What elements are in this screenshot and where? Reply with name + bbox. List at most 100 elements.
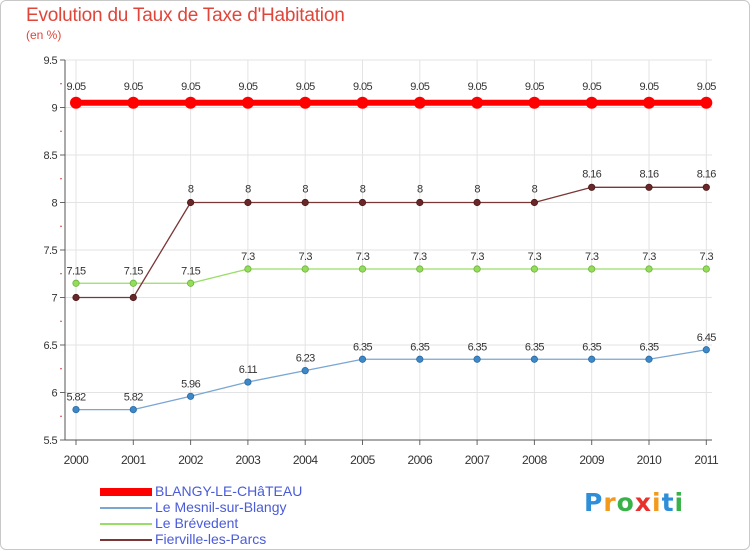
y-tick-label: 7 xyxy=(51,293,57,305)
data-label: 7.15 xyxy=(181,265,200,277)
data-point xyxy=(416,265,424,273)
data-point xyxy=(588,355,596,363)
x-tick-label: 2004 xyxy=(293,453,319,467)
data-label: 9.05 xyxy=(697,81,716,93)
y-tick-label: 5.5 xyxy=(44,435,58,447)
data-label: 5.82 xyxy=(124,392,143,404)
y-tick-label: 6 xyxy=(51,388,57,400)
x-tick-label: 2000 xyxy=(64,453,90,467)
logo-letter: r xyxy=(603,488,617,517)
data-point xyxy=(702,183,710,191)
data-label: 9.05 xyxy=(353,81,372,93)
data-label: 8 xyxy=(302,184,308,196)
data-label: 6.11 xyxy=(239,364,258,376)
data-label: 8 xyxy=(188,184,194,196)
data-label: 7.3 xyxy=(585,251,599,263)
y-tick-label: 9 xyxy=(51,103,57,115)
data-point xyxy=(72,279,80,287)
data-point xyxy=(72,405,80,414)
x-tick-label: 2002 xyxy=(178,453,204,467)
data-label: 7.3 xyxy=(700,251,714,263)
x-tick-label: 2010 xyxy=(637,453,663,467)
data-point xyxy=(416,198,424,207)
data-label: 9.05 xyxy=(181,81,200,93)
data-label: 6.35 xyxy=(525,341,544,353)
data-point xyxy=(187,198,195,207)
legend-swatch xyxy=(100,488,152,496)
x-tick-label: 2007 xyxy=(465,453,491,467)
data-label: 8 xyxy=(245,184,251,196)
data-label: 9.05 xyxy=(639,81,658,93)
data-label: 9.05 xyxy=(582,81,601,93)
logo-letter: P xyxy=(584,488,604,517)
data-point xyxy=(70,96,82,109)
data-point xyxy=(244,378,252,386)
data-point xyxy=(530,265,539,273)
data-point xyxy=(645,183,653,191)
data-point xyxy=(356,96,369,109)
data-point xyxy=(184,96,197,109)
data-label: 9.05 xyxy=(525,81,544,93)
data-label: 6.35 xyxy=(410,341,429,353)
x-tick-label: 2003 xyxy=(236,453,262,467)
data-point xyxy=(530,198,539,207)
data-point xyxy=(702,346,710,354)
data-label: 9.05 xyxy=(238,81,257,93)
logo-letter: i xyxy=(652,488,662,517)
y-tick-label: 8.5 xyxy=(44,150,58,162)
series-line-2 xyxy=(75,268,707,284)
data-label: 5.82 xyxy=(66,392,85,404)
data-label: 7.3 xyxy=(241,251,255,263)
data-label: 6.35 xyxy=(353,341,372,353)
data-point xyxy=(471,96,484,109)
data-point xyxy=(645,265,653,273)
legend-swatch xyxy=(100,523,152,525)
data-point xyxy=(241,96,254,109)
data-label: 8 xyxy=(474,184,480,196)
logo-letter: i xyxy=(674,488,685,517)
data-label: 7.3 xyxy=(470,251,484,263)
y-tick-label: 7.5 xyxy=(44,245,58,257)
data-label: 7.3 xyxy=(413,251,427,263)
data-point xyxy=(700,96,713,109)
x-tick-label: 2005 xyxy=(350,453,376,467)
data-label: 7.3 xyxy=(356,251,370,263)
data-point xyxy=(299,96,312,109)
data-label: 9.05 xyxy=(468,81,487,93)
data-label: 7.15 xyxy=(124,265,143,277)
data-point xyxy=(702,265,710,273)
legend-label: Le Mesnil-sur-Blangy xyxy=(155,499,287,515)
data-point xyxy=(358,265,367,273)
data-label: 9.05 xyxy=(410,81,429,93)
logo-letter: t xyxy=(661,488,675,517)
legend-label: BLANGY-LE-CHâTEAU xyxy=(155,483,303,499)
data-label: 7.15 xyxy=(66,265,85,277)
x-tick-label: 2009 xyxy=(579,453,605,467)
data-point xyxy=(585,96,598,109)
data-label: 7.3 xyxy=(642,251,656,263)
line-chart: 5.5 6 6.5 7 7.5 8 8.5 9 9.5 2000 2001 2002 2003 2004 2… xyxy=(44,55,720,467)
x-tick-label: 2011 xyxy=(694,453,719,467)
data-label: 5.96 xyxy=(181,378,200,390)
data-label: 8.16 xyxy=(582,168,601,180)
y-tick-label: 6.5 xyxy=(44,340,58,352)
data-point xyxy=(530,355,539,363)
data-point xyxy=(187,279,195,287)
series-line-1 xyxy=(75,349,707,411)
data-point xyxy=(358,355,367,363)
legend-swatch xyxy=(100,507,152,509)
data-point xyxy=(129,405,137,414)
data-point xyxy=(129,279,137,287)
data-label: 6.23 xyxy=(296,353,315,365)
data-point xyxy=(588,183,596,191)
data-label: 8 xyxy=(360,184,366,196)
y-tick-label: 9.5 xyxy=(44,55,58,67)
data-label: 6.45 xyxy=(697,332,716,344)
data-label: 7.3 xyxy=(528,251,542,263)
data-label: 8.16 xyxy=(697,168,716,180)
data-point xyxy=(72,293,80,302)
data-point xyxy=(416,355,424,363)
data-label: 7.3 xyxy=(298,251,312,263)
x-tick-label: 2001 xyxy=(121,453,147,467)
data-point xyxy=(187,392,195,400)
